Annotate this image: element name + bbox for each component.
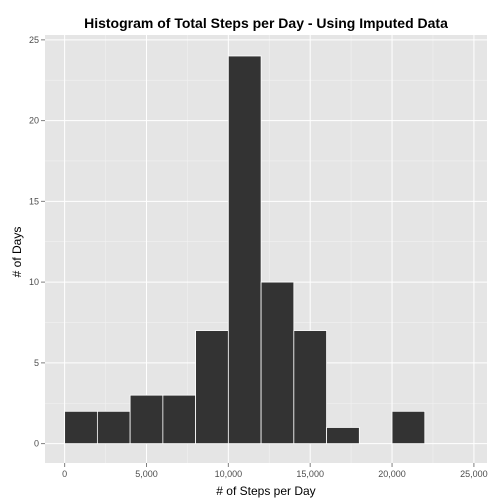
histogram-bar [96, 410, 131, 445]
y-tick-label: 10 [29, 277, 39, 287]
histogram-bar [64, 410, 98, 445]
x-tick-label: 0 [62, 469, 67, 479]
x-tick-label: 20,000 [378, 469, 406, 479]
chart-title: Histogram of Total Steps per Day - Using… [84, 15, 448, 31]
histogram-bar [129, 394, 164, 445]
histogram-bar [391, 410, 426, 445]
histogram-bar [260, 281, 295, 445]
y-tick-label: 15 [29, 196, 39, 206]
x-tick-label: 15,000 [296, 469, 324, 479]
histogram-bar [162, 394, 197, 445]
y-tick-label: 5 [34, 358, 39, 368]
histogram-bar [293, 330, 327, 445]
major-grid [45, 35, 487, 463]
y-tick-label: 20 [29, 116, 39, 126]
y-tick-label: 0 [34, 439, 39, 449]
x-axis-label: # of Steps per Day [216, 484, 315, 498]
x-tick-label: 5,000 [135, 469, 158, 479]
y-tick-label: 25 [29, 35, 39, 45]
bars [64, 55, 426, 445]
histogram-bar [227, 55, 262, 445]
histogram-bar [326, 427, 360, 445]
y-axis-label: # of Days [10, 227, 24, 278]
x-axis: 0 5,000 10,000 15,000 20,000 25,000 [62, 463, 488, 479]
x-tick-label: 25,000 [460, 469, 488, 479]
histogram-bar [195, 330, 229, 445]
x-tick-label: 10,000 [215, 469, 243, 479]
y-axis: 0 5 10 15 20 25 [29, 35, 45, 449]
